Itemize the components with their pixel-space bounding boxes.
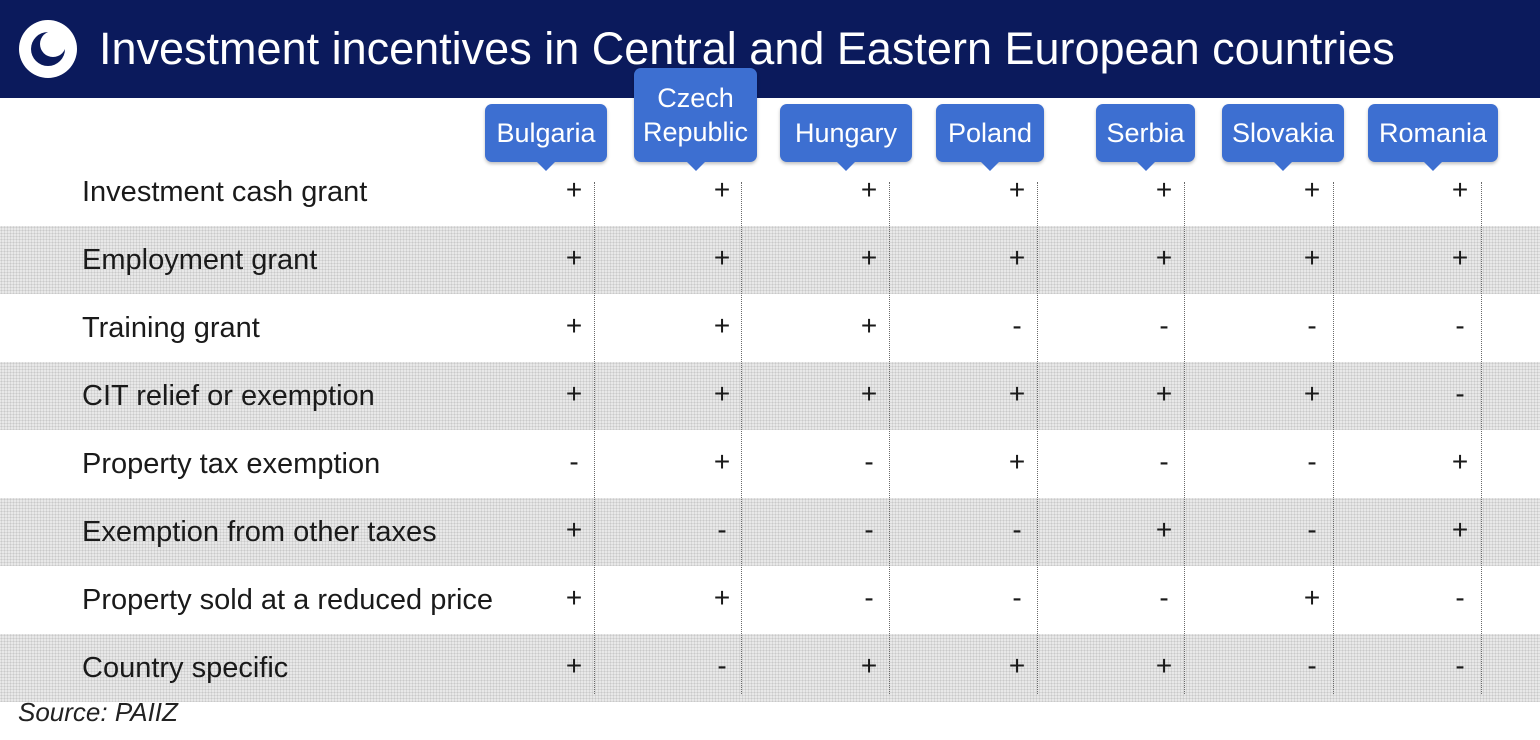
table-cell: + [860,242,878,273]
table-cell: + [1155,514,1173,545]
table-cell: + [1451,446,1469,477]
table-cell: + [713,174,731,205]
table-cell: + [713,242,731,273]
table-cell: - [717,514,727,545]
row-stripe [0,498,1540,566]
table-cell: - [1455,310,1465,341]
row-label: Employment grant [82,244,318,276]
row-label: Investment cash grant [82,176,368,208]
column-divider [1184,182,1185,694]
table-cell: + [565,242,583,273]
column-divider [1481,182,1482,694]
table-cell: - [569,446,579,477]
table-cell: - [1455,650,1465,681]
table-cell: - [717,650,727,681]
table-cell: - [1307,310,1317,341]
table-cell: - [1159,446,1169,477]
table-cell: + [1303,582,1321,613]
column-divider [741,182,742,694]
table-cell: + [713,446,731,477]
table-cell: - [864,446,874,477]
table-cell: + [565,378,583,409]
table-cell: - [1307,446,1317,477]
table-cell: + [565,514,583,545]
row-label: Property tax exemption [82,448,381,480]
table-cell: + [1451,174,1469,205]
country-header-bulgaria: Bulgaria [485,104,607,171]
table-cell: - [1012,582,1022,613]
table-cell: - [1455,582,1465,613]
table-cell: + [1303,242,1321,273]
table-cell: + [860,650,878,681]
table-cell: - [864,514,874,545]
country-header-hungary: Hungary [780,104,912,171]
table-cell: + [1451,514,1469,545]
column-divider [594,182,595,694]
table-cell: + [1008,242,1026,273]
table-cell: - [1012,310,1022,341]
table-cell: + [565,310,583,341]
row-label: Training grant [82,312,260,344]
table-cell: - [1307,514,1317,545]
source-note: Source: PAIIZ [18,697,178,727]
table-cell: + [1303,174,1321,205]
table-cell: - [1307,650,1317,681]
table-cell: + [1155,242,1173,273]
table-cell: + [713,310,731,341]
table-cell: + [860,310,878,341]
table-cell: + [1008,446,1026,477]
table-cell: - [1455,378,1465,409]
column-divider [1333,182,1334,694]
table-cell: + [860,174,878,205]
row-label: Country specific [82,652,289,684]
row-label: Exemption from other taxes [82,516,437,548]
table-cell: + [1008,378,1026,409]
table-cell: + [1155,650,1173,681]
logo-icon [19,20,77,78]
row-label: Property sold at a reduced price [82,584,494,616]
table-cell: + [860,378,878,409]
table-cell: + [1008,650,1026,681]
table-cell: - [1012,514,1022,545]
row-label: CIT relief or exemption [82,380,375,412]
row-stripe [0,226,1540,294]
table-cell: - [864,582,874,613]
header-bar: Investment incentives in Central and Eas… [0,0,1540,98]
country-header-romania: Romania [1368,104,1498,171]
country-header-serbia: Serbia [1096,104,1195,171]
country-header-poland: Poland [936,104,1044,171]
table-cell: + [565,174,583,205]
table-cell: + [1008,174,1026,205]
table-cell: + [565,650,583,681]
column-divider [889,182,890,694]
table-cell: + [1155,174,1173,205]
table-cell: - [1159,310,1169,341]
table-cell: + [565,582,583,613]
table-cell: + [1303,378,1321,409]
table-cell: + [713,582,731,613]
column-divider [1037,182,1038,694]
page-title: Investment incentives in Central and Eas… [99,23,1395,74]
table-cell: + [713,378,731,409]
row-stripe [0,362,1540,430]
table-cell: + [1451,242,1469,273]
row-stripe [0,634,1540,702]
table-cell: + [1155,378,1173,409]
country-header-slovakia: Slovakia [1222,104,1344,171]
table-cell: - [1159,582,1169,613]
country-header-czech-republic: Czech Republic [634,68,757,171]
